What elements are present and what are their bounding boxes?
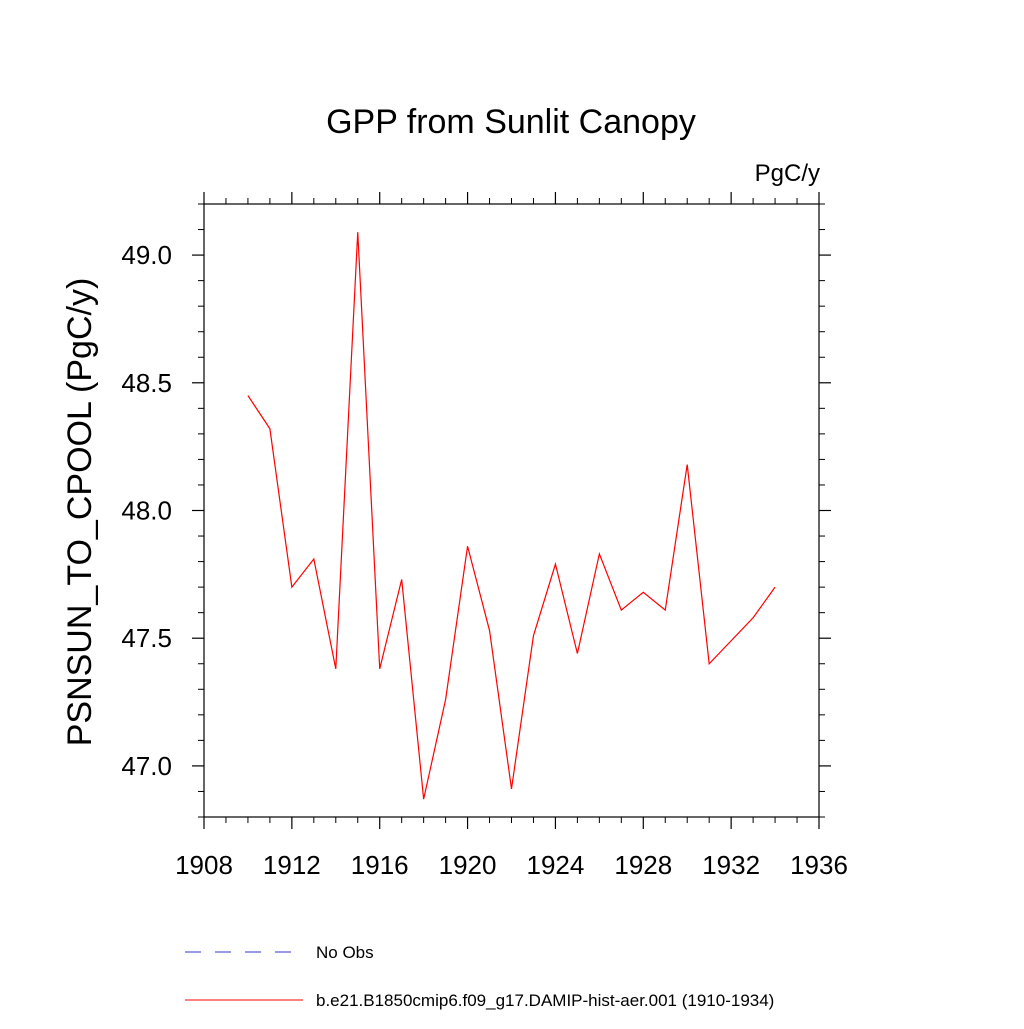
x-tick-label: 1928 xyxy=(614,850,672,880)
legend-label: No Obs xyxy=(316,943,374,962)
x-tick-label: 1908 xyxy=(175,850,233,880)
series-layer xyxy=(247,232,776,800)
y-axis-label: PSNSUN_TO_CPOOL (PgC/y) xyxy=(61,278,99,747)
x-tick-label: 1920 xyxy=(439,850,497,880)
y-tick-label: 47.0 xyxy=(121,751,172,781)
units-label: PgC/y xyxy=(755,160,820,187)
x-tick-label: 1916 xyxy=(351,850,409,880)
plot-frame xyxy=(203,203,820,818)
y-tick-label: 49.0 xyxy=(121,240,172,270)
x-tick-label: 1912 xyxy=(263,850,321,880)
x-tick-label: 1932 xyxy=(702,850,760,880)
y-tick-label: 48.0 xyxy=(121,496,172,526)
series-line xyxy=(247,232,776,800)
x-tick-label: 1924 xyxy=(527,850,585,880)
chart-title: GPP from Sunlit Canopy xyxy=(326,103,696,141)
y-tick-label: 48.5 xyxy=(121,368,172,398)
axis-tick-labels: 1908 1912 1916 1920 1924 1928 1932 1936 47.0 47.5… xyxy=(121,240,848,880)
legend: No Obs b.e21.B1850cmip6.f09_g17.DAMIP-his… xyxy=(185,943,774,1010)
axis-ticks xyxy=(192,192,831,829)
x-tick-label: 1936 xyxy=(790,850,848,880)
y-tick-label: 47.5 xyxy=(121,623,172,653)
legend-label: b.e21.B1850cmip6.f09_g17.DAMIP-hist-aer.… xyxy=(316,991,774,1010)
